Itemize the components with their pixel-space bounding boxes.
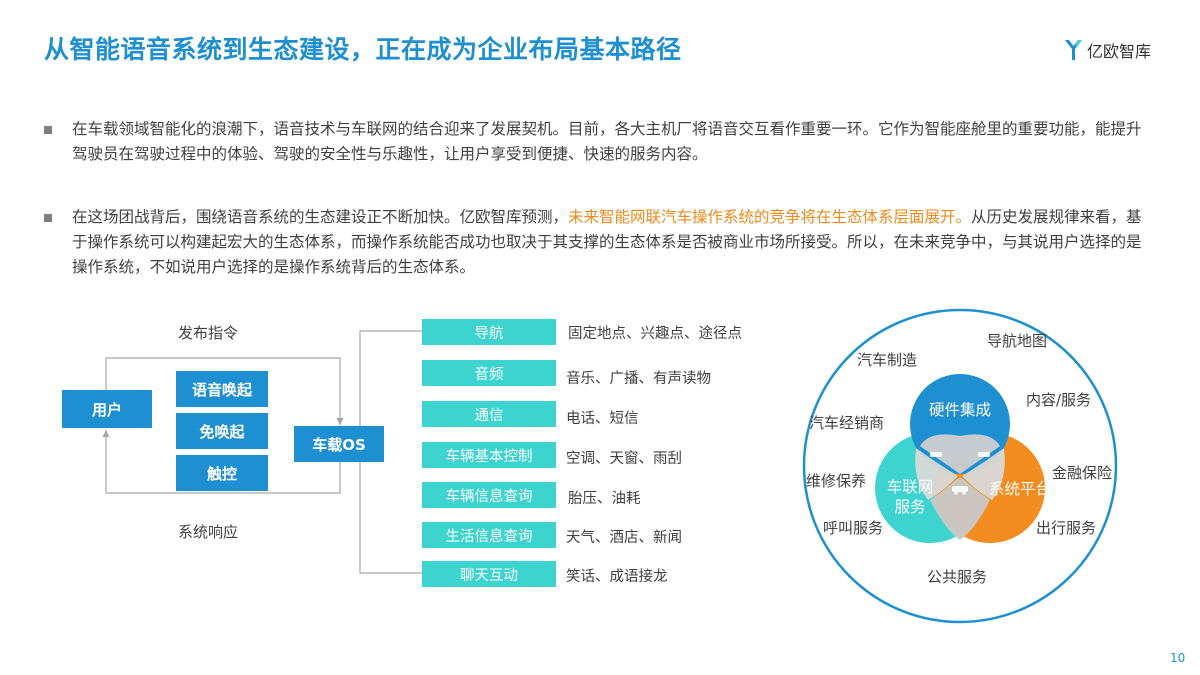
vehicle-os-box: 车载OS bbox=[294, 426, 384, 462]
paragraph-2-highlight: 未来智能网联汽车操作系统的竞争将在生态体系层面展开。 bbox=[568, 208, 972, 226]
system-platform-label: 系统平台 bbox=[988, 480, 1051, 498]
paragraph-2-intro: 在这场团战背后，围绕语音系统的生态建设正不断加快。亿欧智库预测， bbox=[72, 208, 569, 226]
user-box: 用户 bbox=[62, 390, 152, 428]
function-navigation-box: 导航 bbox=[422, 319, 556, 345]
eco-item-car-dealer: 汽车经销商 bbox=[809, 414, 885, 432]
eco-item-call-service: 呼叫服务 bbox=[823, 519, 884, 537]
function-audio-desc: 音乐、广播、有声读物 bbox=[566, 371, 711, 387]
page-number: 10 bbox=[1170, 651, 1186, 665]
function-chat-desc: 笑话、成语接龙 bbox=[566, 569, 668, 585]
paragraph-2: 在这场团战背后，围绕语音系统的生态建设正不断加快。亿欧智库预测，未来智能网联汽车… bbox=[44, 205, 1154, 280]
function-vehicle-info-desc: 胎压、油耗 bbox=[568, 491, 641, 507]
input-voice-wake-box: 语音唤起 bbox=[176, 371, 268, 407]
eco-item-car-manufacturing: 汽车制造 bbox=[857, 351, 918, 369]
flow-bottom-label: 系统响应 bbox=[178, 523, 239, 541]
logo: 亿欧智库 bbox=[1064, 38, 1151, 62]
overlap-bottom-shape bbox=[930, 478, 990, 540]
eco-item-navigation-map: 导航地图 bbox=[987, 332, 1048, 350]
paragraph-1: 在车载领域智能化的浪潮下，语音技术与车联网的结合迎来了发展契机。目前，各大主机厂… bbox=[44, 117, 1154, 167]
bullet-square-icon bbox=[44, 214, 52, 222]
paragraph-1-text: 在车载领域智能化的浪潮下，语音技术与车联网的结合迎来了发展契机。目前，各大主机厂… bbox=[72, 120, 1142, 163]
overlap-center-shape bbox=[920, 434, 1000, 474]
function-communication-box: 通信 bbox=[422, 401, 556, 427]
eco-item-content-service: 内容/服务 bbox=[1026, 391, 1092, 409]
overlap-left-shape bbox=[915, 448, 958, 500]
eco-item-maintenance: 维修保养 bbox=[806, 472, 867, 490]
function-chat-box: 聊天互动 bbox=[422, 561, 556, 587]
paragraph-2-body: 从历史发展规律来看，基于操作系统可以构建起宏大的生态体系，而操作系统能否成功也取… bbox=[72, 208, 1142, 276]
eco-item-public-service: 公共服务 bbox=[927, 568, 988, 586]
ecosystem-outer-ring bbox=[802, 308, 1118, 624]
function-basic-control-desc: 空调、天窗、雨刮 bbox=[566, 451, 682, 467]
function-life-info-desc: 天气、酒店、新闻 bbox=[566, 530, 682, 546]
function-audio-box: 音频 bbox=[422, 360, 556, 386]
function-life-info-box: 生活信息查询 bbox=[422, 522, 556, 548]
yiou-logo-icon bbox=[1065, 40, 1082, 60]
function-vehicle-info-box: 车辆信息查询 bbox=[422, 482, 556, 508]
function-communication-desc: 电话、短信 bbox=[566, 411, 639, 427]
car-mini-icon bbox=[952, 486, 968, 495]
input-wake-free-box: 免唤起 bbox=[176, 413, 268, 449]
function-basic-control-box: 车辆基本控制 bbox=[422, 442, 556, 468]
hardware-integration-label: 硬件集成 bbox=[928, 401, 991, 419]
iov-service-label: 车联网 服务 bbox=[886, 478, 934, 516]
car-mini-icon bbox=[930, 452, 990, 457]
overlap-right-shape bbox=[962, 448, 1005, 500]
eco-item-finance-insurance: 金融保险 bbox=[1052, 464, 1113, 482]
function-navigation-desc: 固定地点、兴趣点、途径点 bbox=[568, 326, 742, 342]
flow-top-label: 发布指令 bbox=[178, 324, 239, 342]
logo-text: 亿欧智库 bbox=[1087, 42, 1152, 61]
input-touch-box: 触控 bbox=[176, 455, 268, 491]
eco-item-travel-service: 出行服务 bbox=[1036, 519, 1097, 537]
paragraph-2-text: 在这场团战背后，围绕语音系统的生态建设正不断加快。亿欧智库预测，未来智能网联汽车… bbox=[72, 205, 1154, 280]
page-title: 从智能语音系统到生态建设，正在成为企业布局基本路径 bbox=[44, 35, 682, 64]
response-path-line bbox=[102, 430, 341, 494]
bullet-square-icon bbox=[44, 126, 52, 134]
